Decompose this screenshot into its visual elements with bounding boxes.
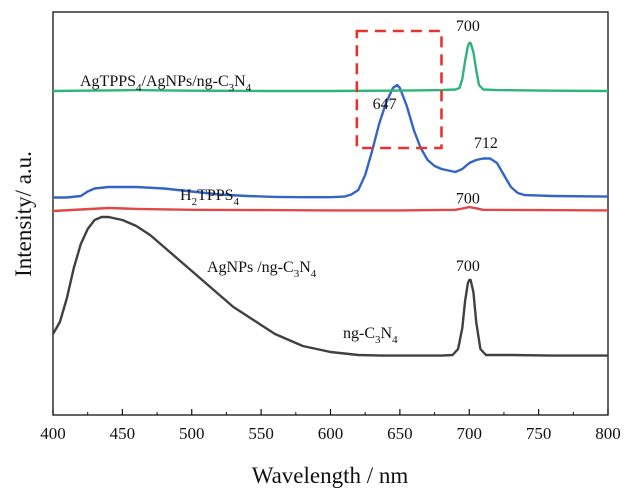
x-tick-label-3: 550 bbox=[248, 424, 274, 443]
x-tick-label-0: 400 bbox=[40, 424, 66, 443]
x-tick-label-1: 450 bbox=[110, 424, 136, 443]
series-line-1 bbox=[52, 205, 609, 213]
peak-label-1: 647 bbox=[373, 96, 397, 113]
series-line-3 bbox=[52, 41, 609, 93]
series-line-2 bbox=[53, 83, 609, 199]
x-axis-title: Wavelength / nm bbox=[252, 463, 409, 488]
peak-label-0: 700 bbox=[456, 18, 480, 35]
x-tick-label-7: 750 bbox=[526, 424, 552, 443]
x-tick-label-2: 500 bbox=[179, 424, 205, 443]
peak-label-3: 700 bbox=[456, 191, 480, 208]
series-label-agnps-ngc3n4: AgNPs /ng-C3N4 bbox=[207, 259, 317, 280]
x-tick-label-6: 700 bbox=[457, 424, 483, 443]
series-line-0 bbox=[51, 215, 608, 357]
x-tick-label-4: 600 bbox=[318, 424, 344, 443]
highlight-box bbox=[355, 29, 443, 150]
peak-label-4: 700 bbox=[456, 258, 480, 275]
x-tick-label-5: 650 bbox=[387, 424, 413, 443]
series-label-ngc3n4: ng-C3N4 bbox=[343, 325, 398, 346]
series-label-h2tpps4: H2TPPS4 bbox=[180, 187, 240, 208]
x-tick-label-8: 800 bbox=[595, 424, 621, 443]
series-label-agtpps4-agnps-ngc3n4: AgTPPS4/AgNPs/ng-C3N4 bbox=[80, 73, 252, 94]
y-axis-title: Intensity/ a.u. bbox=[11, 151, 36, 277]
peak-label-2: 712 bbox=[474, 135, 498, 152]
